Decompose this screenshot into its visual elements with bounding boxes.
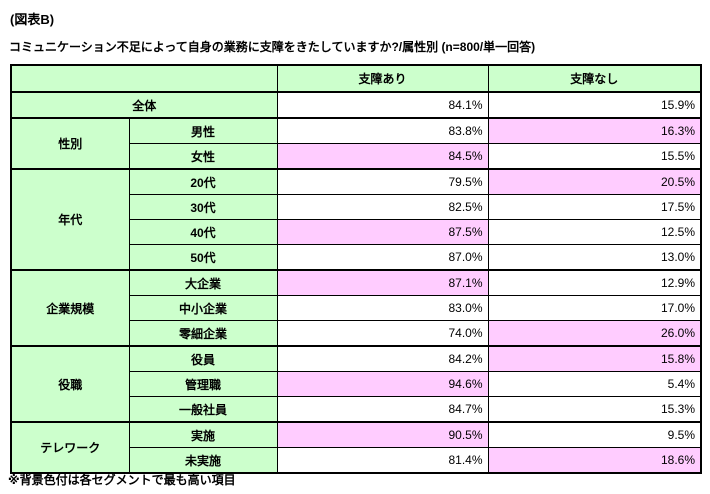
value-cell: 16.3% [487,117,702,144]
row-label: 40代 [128,219,278,245]
table-row: 50代 87.0% 13.0% [11,244,702,271]
value-cell: 15.9% [487,91,702,119]
value-cell: 83.0% [276,295,489,321]
footnote: ※背景色付は各セグメントで最も高い項目 [8,473,236,487]
value-cell: 82.5% [276,194,489,220]
table-row: 中小企業 83.0% 17.0% [11,295,702,321]
value-cell: 84.1% [276,91,489,119]
table-row: 全体 84.1% 15.9% [10,91,702,119]
value-cell: 15.5% [487,143,702,170]
group-label-kigyokibo: 企業規模 [10,269,130,347]
group-label-yakushoku: 役職 [10,345,130,423]
row-label: 20代 [128,168,278,195]
table-row: 40代 87.5% 12.5% [11,219,702,245]
table-row: 年代 20代 79.5% 20.5% [10,168,702,271]
value-cell: 13.0% [487,244,702,271]
value-cell: 26.0% [487,320,702,347]
value-cell: 9.5% [487,421,702,448]
value-cell: 20.5% [487,168,702,195]
table-row: 未実施 81.4% 18.6% [11,447,702,474]
table-row: 女性 84.5% 15.5% [11,143,702,170]
header-spacer [10,64,278,93]
row-label: 役員 [128,345,278,372]
group-label-nendai: 年代 [10,168,130,271]
value-cell: 17.5% [487,194,702,220]
value-cell: 81.4% [276,447,489,474]
row-label-zentai: 全体 [10,91,278,119]
value-cell: 15.8% [487,345,702,372]
table-title: コミュニケーション不足によって自身の業務に支障をきたしていますか?/属性別 (n… [9,40,536,54]
column-header-shishou-nashi: 支障なし [487,64,702,93]
value-cell: 12.9% [487,269,702,296]
group-label-seibetsu: 性別 [10,117,130,170]
column-header-shishou-ari: 支障あり [276,64,489,93]
value-cell: 15.3% [487,396,702,423]
table-row: 性別 男性 83.8% 16.3% [10,117,702,170]
survey-table: 支障あり 支障なし 全体 84.1% 15.9% 性別 男性 83.8% 16.… [10,64,702,474]
group-label-telework: テレワーク [10,421,130,474]
table-row: 一般社員 84.7% 15.3% [11,396,702,423]
value-cell: 87.1% [276,269,489,296]
value-cell: 84.7% [276,396,489,423]
row-label: 零細企業 [128,320,278,347]
value-cell: 84.5% [276,143,489,170]
table-row: 役職 役員 84.2% 15.8% [10,345,702,423]
header-row: 支障あり 支障なし [10,64,702,93]
row-label: 一般社員 [128,396,278,423]
value-cell: 74.0% [276,320,489,347]
row-label: 管理職 [128,371,278,397]
value-cell: 94.6% [276,371,489,397]
row-label: 30代 [128,194,278,220]
value-cell: 87.0% [276,244,489,271]
value-cell: 83.8% [276,117,489,144]
row-label: 中小企業 [128,295,278,321]
row-label: 実施 [128,421,278,448]
value-cell: 5.4% [487,371,702,397]
value-cell: 17.0% [487,295,702,321]
table-row: 管理職 94.6% 5.4% [11,371,702,397]
value-cell: 87.5% [276,219,489,245]
table-row: 30代 82.5% 17.5% [11,194,702,220]
value-cell: 12.5% [487,219,702,245]
table-row: 企業規模 大企業 87.1% 12.9% [10,269,702,347]
row-label: 大企業 [128,269,278,296]
figure-label: (図表B) [10,12,55,27]
row-label: 男性 [128,117,278,144]
value-cell: 84.2% [276,345,489,372]
row-label: 未実施 [128,447,278,474]
table-row: テレワーク 実施 90.5% 9.5% [10,421,702,474]
row-label: 女性 [128,143,278,170]
row-label: 50代 [128,244,278,271]
value-cell: 18.6% [487,447,702,474]
value-cell: 79.5% [276,168,489,195]
value-cell: 90.5% [276,421,489,448]
